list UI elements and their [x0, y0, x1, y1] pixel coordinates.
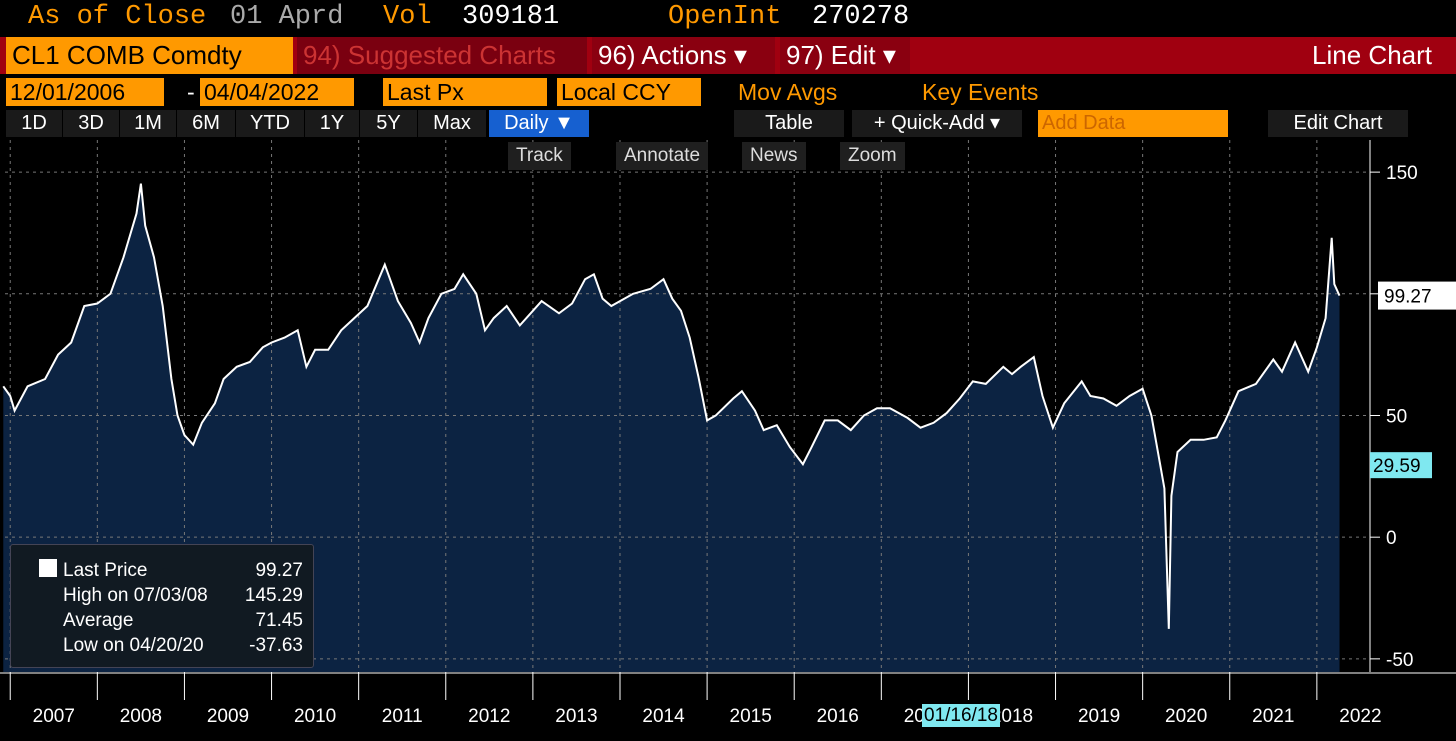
start-date[interactable]: 12/01/2006: [6, 78, 164, 106]
legend-label: Last Price: [63, 560, 148, 581]
range-button[interactable]: 1M: [120, 110, 176, 137]
field[interactable]: Last Px: [383, 78, 547, 106]
edit[interactable]: 97) Edit ▾: [780, 37, 910, 74]
tool-button[interactable]: Zoom: [840, 142, 905, 170]
x-tick-label: 2011: [382, 706, 423, 727]
ticker[interactable]: CL1 COMB Comdty: [6, 37, 293, 74]
legend-label: Average: [63, 610, 134, 631]
vol: 309181: [462, 2, 560, 32]
tool-button[interactable]: Track: [508, 142, 571, 170]
crosshair-x-label: 01/16/18: [922, 704, 1000, 727]
end-date[interactable]: 04/04/2022: [200, 78, 354, 106]
legend-label: High on 07/03/08: [63, 585, 208, 606]
suggested[interactable]: 94) Suggested Charts: [297, 37, 587, 74]
range-button[interactable]: Max: [418, 110, 486, 137]
range-button[interactable]: 3D: [63, 110, 119, 137]
last-price-box: [1378, 281, 1456, 310]
range-button[interactable]: 1D: [6, 110, 62, 137]
actions[interactable]: 96) Actions ▾: [592, 37, 775, 74]
legend-value: 99.27: [255, 560, 303, 581]
dash: -: [187, 79, 195, 105]
y-tick-label: 50: [1386, 406, 1407, 427]
tool-button[interactable]: News: [742, 142, 806, 170]
crosshair-y-box: [1370, 452, 1432, 479]
range-button[interactable]: 6M: [177, 110, 235, 137]
x-tick-label: 2014: [642, 706, 685, 727]
tool-button[interactable]: Annotate: [616, 142, 709, 170]
as-of: As of Close: [28, 2, 207, 32]
range-button[interactable]: YTD: [236, 110, 304, 137]
legend-label: Low on 04/20/20: [63, 635, 204, 656]
x-tick-label: 2007: [33, 706, 75, 727]
table[interactable]: Table: [734, 110, 844, 137]
y-tick-label: 0: [1386, 528, 1397, 549]
range-button[interactable]: 1Y: [305, 110, 359, 137]
x-tick-label: 2012: [468, 706, 510, 727]
area: [3, 183, 1340, 672]
line: [2, 183, 1341, 629]
range-button[interactable]: 5Y: [360, 110, 417, 137]
vol-label: Vol: [383, 2, 432, 32]
key-events[interactable]: Key Events: [922, 79, 1039, 105]
edit-chart[interactable]: Edit Chart: [1268, 110, 1408, 137]
x-tick-label: 2022: [1339, 706, 1381, 727]
last-price-label: 99.27: [1384, 287, 1432, 308]
currency[interactable]: Local CCY: [557, 78, 701, 106]
legend-value: 71.45: [255, 610, 303, 631]
legend-value: 145.29: [244, 585, 303, 606]
x-tick-label: 2013: [555, 706, 597, 727]
mov-avgs[interactable]: Mov Avgs: [738, 79, 838, 105]
legend: Last Price 99.27 High on 07/03/08 145.29…: [10, 544, 314, 668]
y-tick-label: 150: [1386, 163, 1418, 184]
frequency[interactable]: Daily ▼: [489, 110, 589, 137]
openint-label: OpenInt: [668, 2, 782, 32]
x-tick-label: 2020: [1165, 706, 1207, 727]
legend-value: -37.63: [249, 635, 303, 656]
date: 01 Aprd: [230, 2, 344, 32]
chart-type: Line Chart: [1312, 40, 1432, 70]
x-tick-label: 2008: [120, 706, 162, 727]
x-tick-label: 2018: [991, 706, 1033, 727]
x-tick-label: 2016: [817, 706, 859, 727]
x-tick-label: 2019: [1078, 706, 1120, 727]
quick-add[interactable]: + Quick-Add ▾: [852, 110, 1022, 137]
x-tick-label: 2009: [207, 706, 249, 727]
crosshair-y-label: 29.59: [1373, 456, 1421, 477]
openint: 270278: [812, 2, 910, 32]
y-tick-label: -50: [1386, 650, 1413, 671]
add-data[interactable]: Add Data: [1038, 110, 1228, 137]
x-tick-label: 2015: [730, 706, 772, 727]
x-tick-label: 2010: [294, 706, 336, 727]
x-tick-label: 2021: [1252, 706, 1294, 727]
legend-swatch: [39, 559, 57, 577]
